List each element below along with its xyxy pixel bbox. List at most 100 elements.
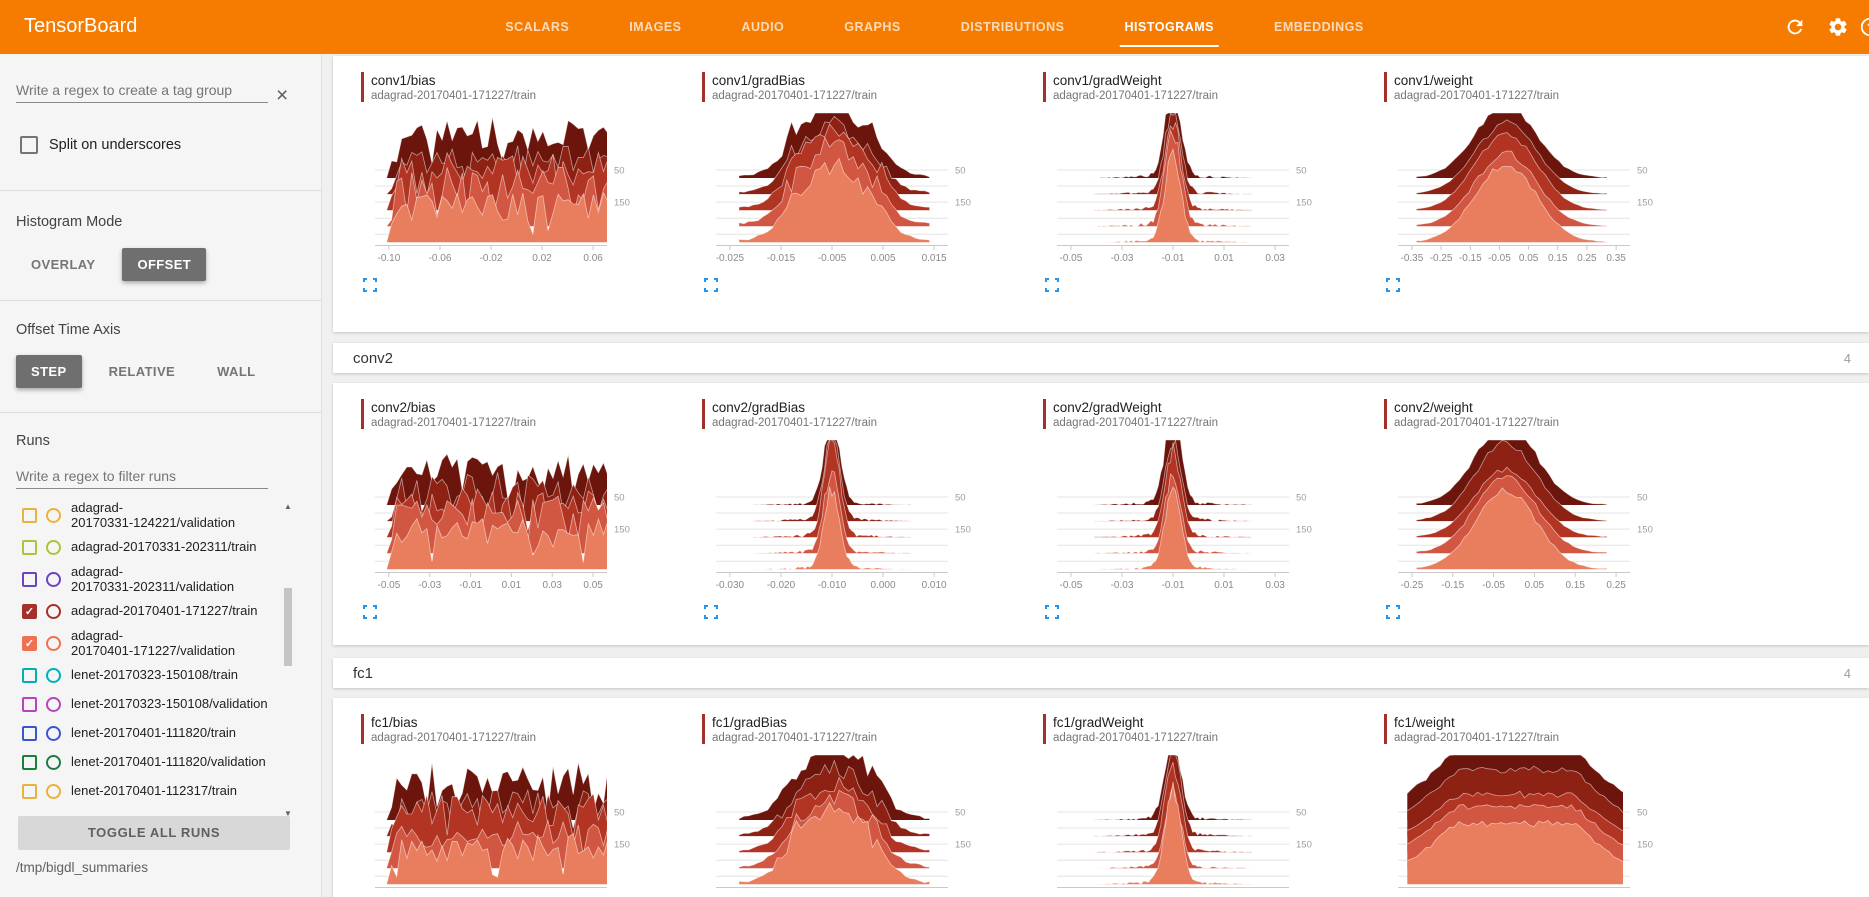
histogram-mode-option-offset[interactable]: OFFSET xyxy=(122,248,207,281)
svg-text:150: 150 xyxy=(1637,198,1653,209)
tab-audio[interactable]: AUDIO xyxy=(741,20,785,34)
histogram-chart: 50 150 -0.05 -0.03 -0.01 0.01 0.03 0.05 xyxy=(375,453,630,591)
expand-card-icon[interactable] xyxy=(1386,605,1400,624)
svg-text:0.010: 0.010 xyxy=(922,580,947,591)
run-item[interactable]: lenet-20170401-112317/train xyxy=(0,777,280,806)
run-checkbox-icon[interactable] xyxy=(22,784,37,799)
group-panel: conv1/bias adagrad-20170401-171227/train 5… xyxy=(333,56,1869,332)
run-checkbox-icon[interactable] xyxy=(22,726,37,741)
svg-text:50: 50 xyxy=(955,166,966,177)
expand-card-icon[interactable] xyxy=(363,278,377,297)
tab-graphs[interactable]: GRAPHS xyxy=(844,20,901,34)
histogram-card: conv2/gradWeight adagrad-20170401-171227/… xyxy=(1043,399,1384,624)
run-color-bar xyxy=(1384,714,1387,744)
expand-card-icon[interactable] xyxy=(704,605,718,624)
run-item[interactable]: adagrad-20170331-202311/train xyxy=(0,533,280,562)
card-tag-title: conv1/bias xyxy=(371,73,436,88)
tag-filter-input[interactable] xyxy=(16,78,268,103)
histogram-card: conv1/bias adagrad-20170401-171227/train 5… xyxy=(361,72,702,297)
run-checkbox-icon[interactable] xyxy=(22,697,37,712)
offset-time-axis-option-step[interactable]: STEP xyxy=(16,355,82,388)
run-checkbox-icon[interactable] xyxy=(22,508,37,523)
svg-text:-0.03: -0.03 xyxy=(418,580,441,591)
svg-text:-0.35: -0.35 xyxy=(1401,253,1424,264)
tab-histograms[interactable]: HISTOGRAMS xyxy=(1119,0,1220,54)
svg-text:-0.020: -0.020 xyxy=(767,580,796,591)
tab-scalars[interactable]: SCALARS xyxy=(505,20,570,34)
app-title: TensorBoard xyxy=(24,15,138,37)
histogram-chart: 50 150 -0.05 -0.03 -0.01 0.01 0.03 xyxy=(1057,112,1312,264)
run-item[interactable]: ✓ adagrad-20170401-171227/train xyxy=(0,597,280,626)
run-color-circle-icon[interactable] xyxy=(46,668,61,683)
scroll-down-icon[interactable]: ▼ xyxy=(284,809,292,818)
help-icon[interactable]: ? xyxy=(1859,16,1869,38)
run-color-circle-icon[interactable] xyxy=(46,697,61,712)
histogram-mode-option-overlay[interactable]: OVERLAY xyxy=(31,257,96,272)
run-color-bar xyxy=(1043,72,1046,102)
expand-card-icon[interactable] xyxy=(1045,605,1059,624)
group-header-fc1[interactable]: fc1 4 xyxy=(333,658,1869,688)
scrollbar-thumb[interactable] xyxy=(284,588,292,666)
svg-text:-0.01: -0.01 xyxy=(1162,580,1185,591)
run-item[interactable]: lenet-20170401-111820/validation xyxy=(0,748,280,777)
svg-text:-0.010: -0.010 xyxy=(818,580,847,591)
checkbox-icon[interactable] xyxy=(20,136,38,154)
svg-text:50: 50 xyxy=(955,493,966,504)
run-checkbox-icon[interactable] xyxy=(22,755,37,770)
svg-text:0.05: 0.05 xyxy=(1525,580,1545,591)
histogram-chart: 50 150 -0.05 -0.03 -0.01 0.01 0.03 xyxy=(1057,439,1312,591)
run-color-circle-icon[interactable] xyxy=(46,508,61,523)
group-header-conv2[interactable]: conv2 4 xyxy=(333,343,1869,373)
run-checkbox-icon[interactable] xyxy=(22,668,37,683)
card-tag-title: fc1/gradWeight xyxy=(1053,715,1144,730)
expand-card-icon[interactable] xyxy=(363,605,377,624)
run-color-circle-icon[interactable] xyxy=(46,572,61,587)
expand-card-icon[interactable] xyxy=(1045,278,1059,297)
split-on-underscores-checkbox[interactable]: Split on underscores xyxy=(20,136,181,154)
histogram-mode-label: Histogram Mode xyxy=(16,214,123,230)
histogram-card: conv2/weight adagrad-20170401-171227/trai… xyxy=(1384,399,1725,624)
run-item[interactable]: ✓ adagrad- 20170401-171227/validation xyxy=(0,626,280,661)
run-item[interactable]: adagrad- 20170331-124221/validation xyxy=(0,498,280,533)
card-tag-title: conv2/gradBias xyxy=(712,400,806,415)
run-checkbox-icon[interactable]: ✓ xyxy=(22,604,37,619)
runs-filter-input[interactable] xyxy=(16,464,268,489)
refresh-icon[interactable] xyxy=(1784,16,1806,38)
group-panel: fc1/bias adagrad-20170401-171227/train 50 1… xyxy=(333,698,1869,897)
run-checkbox-icon[interactable]: ✓ xyxy=(22,636,37,651)
run-color-circle-icon[interactable] xyxy=(46,755,61,770)
run-name: adagrad- 20170331-124221/validation xyxy=(71,500,236,530)
run-checkbox-icon[interactable] xyxy=(22,572,37,587)
card-tag-title: conv2/bias xyxy=(371,400,436,415)
scroll-up-icon[interactable]: ▲ xyxy=(284,502,292,511)
expand-card-icon[interactable] xyxy=(704,278,718,297)
tab-embeddings[interactable]: EMBEDDINGS xyxy=(1274,20,1364,34)
run-checkbox-icon[interactable] xyxy=(22,540,37,555)
offset-time-axis-option-relative[interactable]: RELATIVE xyxy=(108,364,176,379)
clear-tag-filter-icon[interactable]: × xyxy=(276,84,289,107)
svg-text:0.35: 0.35 xyxy=(1606,253,1626,264)
tab-distributions[interactable]: DISTRIBUTIONS xyxy=(960,20,1065,34)
svg-text:0.000: 0.000 xyxy=(870,580,895,591)
toggle-all-runs-button[interactable]: TOGGLE ALL RUNS xyxy=(18,816,290,850)
run-color-circle-icon[interactable] xyxy=(46,784,61,799)
run-item[interactable]: lenet-20170401-111820/train xyxy=(0,719,280,748)
svg-text:-0.05: -0.05 xyxy=(378,580,401,591)
card-tag-title: fc1/gradBias xyxy=(712,715,788,730)
run-color-circle-icon[interactable] xyxy=(46,540,61,555)
run-color-circle-icon[interactable] xyxy=(46,636,61,651)
settings-icon[interactable] xyxy=(1827,16,1849,38)
run-color-circle-icon[interactable] xyxy=(46,604,61,619)
run-item[interactable]: adagrad- 20170331-202311/validation xyxy=(0,562,280,597)
runs-scrollbar[interactable]: ▲ ▼ xyxy=(281,502,295,818)
run-color-bar xyxy=(702,399,705,429)
svg-text:150: 150 xyxy=(614,840,630,851)
svg-text:-0.01: -0.01 xyxy=(459,580,482,591)
run-item[interactable]: lenet-20170323-150108/validation xyxy=(0,690,280,719)
run-item[interactable]: lenet-20170323-150108/train xyxy=(0,661,280,690)
offset-time-axis-option-wall[interactable]: WALL xyxy=(217,364,256,379)
expand-card-icon[interactable] xyxy=(1386,278,1400,297)
run-color-circle-icon[interactable] xyxy=(46,726,61,741)
tab-images[interactable]: IMAGES xyxy=(629,20,682,34)
run-name: lenet-20170401-112317/train xyxy=(71,783,238,799)
